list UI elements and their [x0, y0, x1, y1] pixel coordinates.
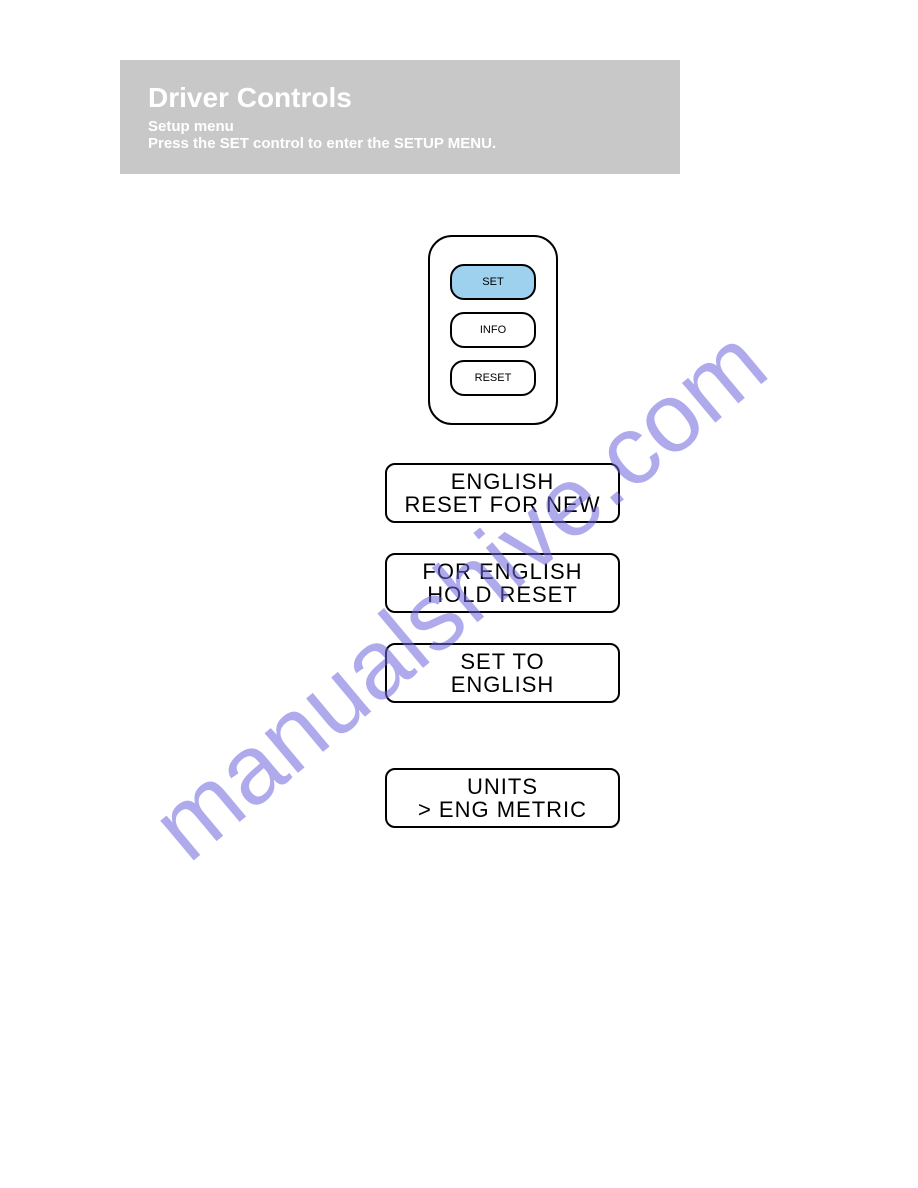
lcd-line: > ENG METRIC: [418, 798, 587, 821]
instruction-text: The message center will confirm the set …: [120, 630, 370, 673]
lcd-line: HOLD RESET: [427, 583, 578, 606]
instruction-text: Press the RESET control to enter the lan…: [120, 460, 370, 503]
page-number: 56: [340, 1000, 390, 1022]
reset-button: RESET: [450, 360, 536, 396]
lcd-line: UNITS: [467, 775, 538, 798]
lcd-line: RESET FOR NEW: [405, 493, 601, 516]
info-button: INFO: [450, 312, 536, 348]
section-title: Driver Controls: [148, 82, 652, 114]
lcd-line: SET TO: [460, 650, 544, 673]
section-subtitle: Setup menu: [148, 118, 652, 135]
section-desc: Press the SET control to enter the SETUP…: [148, 135, 652, 152]
instruction-text: Press the SET control to enter the SETUP…: [120, 215, 350, 258]
lcd-line: ENGLISH: [451, 673, 555, 696]
lcd-screen: FOR ENGLISH HOLD RESET: [385, 553, 620, 613]
section-header: Driver Controls Setup menu Press the SET…: [120, 60, 680, 174]
set-button: SET: [450, 264, 536, 300]
manual-page: Driver Controls Setup menu Press the SET…: [0, 0, 918, 1188]
lcd-screen: ENGLISH RESET FOR NEW: [385, 463, 620, 523]
keypad-diagram: SET INFO RESET: [428, 235, 558, 425]
lcd-screen: SET TO ENGLISH: [385, 643, 620, 703]
lcd-line: FOR ENGLISH: [422, 560, 582, 583]
lcd-screen: UNITS > ENG METRIC: [385, 768, 620, 828]
lcd-line: ENGLISH: [451, 470, 555, 493]
instruction-text: Press and hold the RESET control to conf…: [120, 550, 370, 593]
instruction-text: Use the RESET control to change from Eng…: [120, 860, 620, 882]
instruction-text: Press the SET control to select the UNIT…: [120, 733, 370, 776]
